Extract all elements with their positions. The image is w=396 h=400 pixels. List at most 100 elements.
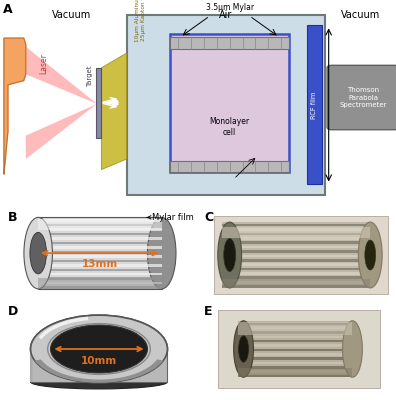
FancyBboxPatch shape (238, 327, 352, 330)
FancyBboxPatch shape (238, 321, 352, 377)
Text: 10μm Aluminum &
25μm Kapton film: 10μm Aluminum & 25μm Kapton film (135, 0, 146, 42)
Text: Monolayer
cell: Monolayer cell (209, 117, 250, 137)
FancyBboxPatch shape (38, 228, 162, 231)
FancyBboxPatch shape (238, 348, 352, 351)
Ellipse shape (30, 375, 168, 389)
FancyBboxPatch shape (238, 374, 352, 377)
Text: 10mm: 10mm (81, 356, 117, 366)
FancyBboxPatch shape (127, 15, 325, 195)
Ellipse shape (365, 240, 376, 270)
FancyBboxPatch shape (38, 282, 162, 284)
FancyBboxPatch shape (214, 216, 388, 294)
Ellipse shape (224, 238, 236, 272)
Ellipse shape (238, 336, 249, 362)
Text: Vacuum: Vacuum (51, 10, 91, 20)
Ellipse shape (218, 222, 242, 288)
FancyBboxPatch shape (222, 285, 370, 288)
FancyBboxPatch shape (222, 254, 370, 257)
FancyBboxPatch shape (38, 219, 162, 230)
FancyBboxPatch shape (222, 237, 370, 240)
Text: 13mm: 13mm (82, 259, 118, 269)
FancyBboxPatch shape (38, 217, 162, 289)
FancyBboxPatch shape (222, 259, 370, 262)
FancyBboxPatch shape (222, 246, 370, 248)
Text: E: E (204, 305, 212, 318)
FancyBboxPatch shape (222, 227, 370, 238)
FancyBboxPatch shape (238, 366, 352, 368)
Text: B: B (8, 211, 17, 224)
FancyBboxPatch shape (38, 237, 162, 240)
FancyBboxPatch shape (307, 26, 322, 184)
FancyBboxPatch shape (238, 322, 352, 325)
FancyBboxPatch shape (170, 37, 289, 49)
FancyBboxPatch shape (38, 264, 162, 266)
Ellipse shape (147, 218, 176, 289)
Text: Vacuum: Vacuum (341, 10, 380, 20)
Wedge shape (35, 360, 163, 383)
Polygon shape (26, 104, 97, 159)
Polygon shape (4, 38, 26, 174)
FancyBboxPatch shape (222, 250, 370, 253)
FancyBboxPatch shape (38, 251, 162, 253)
Text: A: A (3, 3, 13, 16)
FancyBboxPatch shape (38, 246, 162, 249)
Text: 10mm: 10mm (81, 356, 117, 366)
FancyBboxPatch shape (238, 340, 352, 342)
Text: 3.5μm Mylar: 3.5μm Mylar (206, 3, 254, 12)
Ellipse shape (30, 315, 168, 383)
Text: Target: Target (87, 66, 93, 87)
FancyBboxPatch shape (222, 281, 370, 284)
FancyBboxPatch shape (170, 161, 289, 172)
Ellipse shape (343, 321, 362, 377)
FancyBboxPatch shape (222, 233, 370, 235)
FancyBboxPatch shape (96, 68, 101, 138)
FancyBboxPatch shape (238, 368, 352, 377)
Polygon shape (101, 53, 127, 170)
FancyBboxPatch shape (222, 228, 370, 231)
FancyBboxPatch shape (222, 278, 370, 288)
Ellipse shape (30, 232, 46, 274)
FancyBboxPatch shape (222, 222, 370, 288)
Ellipse shape (358, 222, 382, 288)
FancyBboxPatch shape (38, 260, 162, 262)
FancyBboxPatch shape (222, 263, 370, 266)
Text: RCF film: RCF film (311, 91, 318, 119)
FancyBboxPatch shape (222, 268, 370, 270)
Text: Parabola: Parabola (10, 112, 18, 151)
FancyBboxPatch shape (38, 286, 162, 289)
FancyBboxPatch shape (222, 272, 370, 275)
Text: C: C (204, 211, 213, 224)
FancyBboxPatch shape (38, 233, 162, 235)
Ellipse shape (234, 321, 253, 377)
FancyBboxPatch shape (222, 276, 370, 279)
Polygon shape (26, 47, 97, 104)
FancyBboxPatch shape (38, 273, 162, 276)
FancyBboxPatch shape (238, 370, 352, 373)
FancyBboxPatch shape (38, 278, 162, 280)
FancyBboxPatch shape (38, 220, 162, 222)
Text: Mylar film: Mylar film (147, 213, 194, 222)
FancyBboxPatch shape (238, 353, 352, 356)
FancyBboxPatch shape (238, 336, 352, 338)
Wedge shape (35, 360, 163, 383)
FancyBboxPatch shape (38, 224, 162, 226)
FancyBboxPatch shape (238, 344, 352, 347)
Circle shape (51, 325, 147, 373)
FancyBboxPatch shape (238, 322, 352, 335)
Ellipse shape (30, 315, 168, 383)
FancyBboxPatch shape (30, 349, 168, 382)
FancyBboxPatch shape (218, 310, 380, 388)
Circle shape (51, 325, 147, 373)
FancyBboxPatch shape (38, 255, 162, 258)
FancyBboxPatch shape (222, 242, 370, 244)
Text: Thomson
Parabola
Spectrometer: Thomson Parabola Spectrometer (339, 87, 387, 108)
FancyBboxPatch shape (38, 268, 162, 271)
FancyBboxPatch shape (170, 34, 289, 172)
Ellipse shape (24, 218, 52, 289)
Text: Laser: Laser (39, 53, 48, 74)
FancyBboxPatch shape (238, 331, 352, 334)
FancyBboxPatch shape (327, 65, 396, 130)
Text: Air: Air (219, 10, 232, 20)
FancyBboxPatch shape (238, 357, 352, 360)
FancyBboxPatch shape (222, 224, 370, 226)
